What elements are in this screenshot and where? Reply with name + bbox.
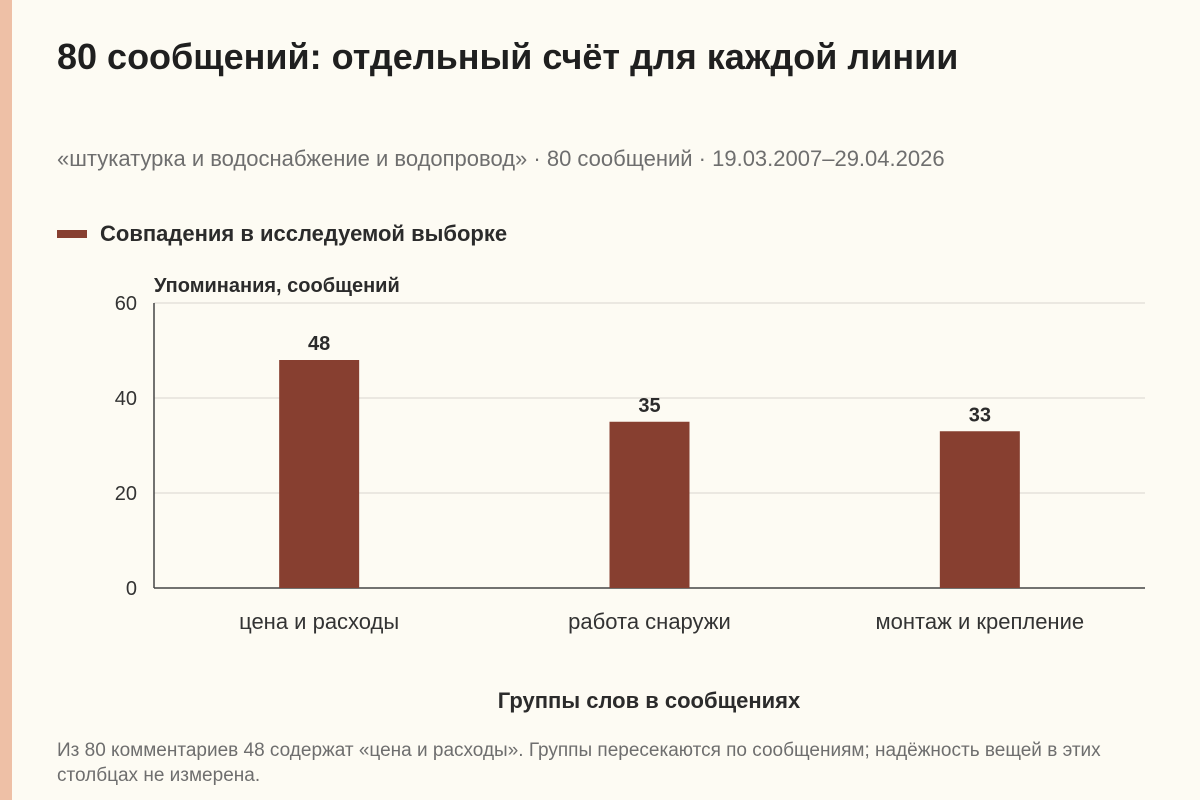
y-tick-labels: 0 20 40 60 — [115, 293, 137, 600]
y-tick-label: 0 — [126, 578, 137, 600]
bar — [609, 421, 690, 588]
x-axis-title: Группы слов в сообщениях — [498, 688, 801, 713]
legend: Совпадения в исследуемой выборке — [57, 220, 507, 248]
y-axis-title: Упоминания, сообщений — [154, 275, 400, 297]
value-label: 35 — [638, 395, 660, 417]
category-label: монтаж и крепление — [876, 609, 1085, 634]
footnote: Из 80 комментариев 48 содержат «цена и р… — [57, 740, 1101, 786]
value-label: 33 — [969, 404, 991, 426]
legend-label: Совпадения в исследуемой выборке — [100, 221, 508, 246]
category-labels: цена и расходы работа снаружи монтаж и кре… — [239, 609, 1084, 634]
bar-chart: 0 20 40 60 48 35 33 цена и расходы работа снар… — [115, 275, 1145, 713]
chart-subtitle: «штукатурка и водоснабжение и водопровод… — [57, 146, 945, 171]
legend-swatch — [57, 230, 87, 238]
value-labels: 48 35 33 — [308, 333, 991, 426]
y-tick-label: 60 — [115, 293, 137, 315]
bars — [279, 360, 1020, 588]
bar — [939, 431, 1020, 588]
bar — [279, 360, 360, 588]
y-tick-label: 20 — [115, 483, 137, 505]
y-tick-label: 40 — [115, 388, 137, 410]
value-label: 48 — [308, 333, 330, 355]
category-label: работа снаружи — [568, 609, 731, 634]
category-label: цена и расходы — [239, 609, 399, 634]
chart-title: 80 сообщений: отдельный счёт для каждой … — [57, 36, 959, 77]
accent-strip — [0, 0, 12, 800]
